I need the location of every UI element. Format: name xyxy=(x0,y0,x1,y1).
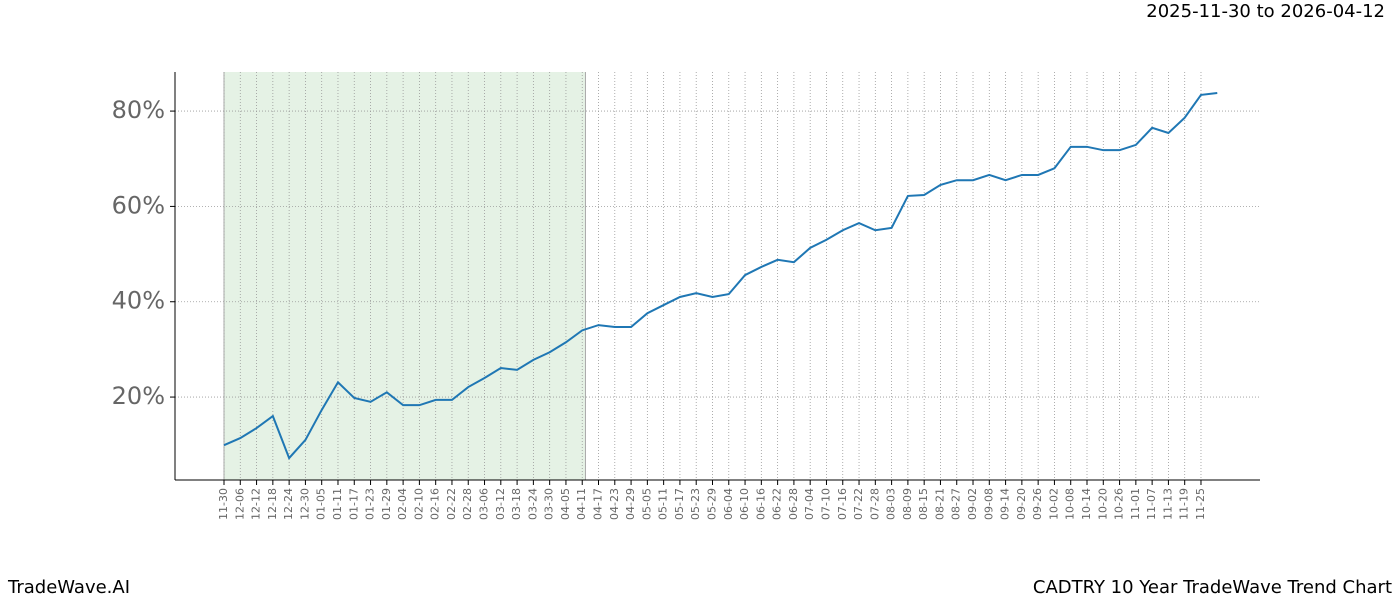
x-tick-label: 01-11 xyxy=(331,488,344,520)
x-tick-label: 02-10 xyxy=(412,488,425,520)
x-tick-label: 09-26 xyxy=(1031,488,1044,520)
x-tick-label: 03-06 xyxy=(478,488,491,520)
highlight-region xyxy=(224,72,586,480)
x-tick-label: 07-28 xyxy=(868,488,881,520)
x-tick-label: 01-17 xyxy=(347,488,360,520)
x-tick-label: 07-04 xyxy=(803,488,816,520)
chart-title: 2025-11-30 to 2026-04-12 xyxy=(1146,1,1385,22)
x-tick-label: 01-29 xyxy=(380,488,393,520)
x-tick-label: 04-17 xyxy=(592,488,605,520)
y-tick-label: 20% xyxy=(112,382,165,410)
x-tick-label: 01-05 xyxy=(315,488,328,520)
x-tick-label: 08-15 xyxy=(917,488,930,520)
x-tick-label: 11-13 xyxy=(1161,488,1174,520)
x-tick-label: 12-24 xyxy=(282,488,295,520)
x-tick-label: 04-29 xyxy=(624,488,637,520)
x-tick-label: 05-23 xyxy=(689,488,702,520)
x-tick-label: 10-26 xyxy=(1113,488,1126,520)
x-tick-label: 03-12 xyxy=(494,488,507,520)
x-tick-label: 02-04 xyxy=(396,488,409,520)
x-tick-label: 11-19 xyxy=(1178,488,1191,520)
x-tick-label: 03-18 xyxy=(510,488,523,520)
x-tick-label: 05-11 xyxy=(657,488,670,520)
x-tick-label: 11-25 xyxy=(1194,488,1207,520)
x-tick-label: 12-30 xyxy=(298,488,311,520)
x-tick-label: 04-23 xyxy=(608,488,621,520)
x-tick-label: 10-14 xyxy=(1080,488,1093,520)
x-tick-label: 06-10 xyxy=(738,488,751,520)
x-tick-label: 11-30 xyxy=(217,488,230,520)
x-tick-label: 10-08 xyxy=(1064,488,1077,520)
x-tick-label: 06-16 xyxy=(754,488,767,520)
x-tick-label: 09-08 xyxy=(982,488,995,520)
x-tick-label: 08-21 xyxy=(933,488,946,520)
x-tick-label: 07-16 xyxy=(836,488,849,520)
x-tick-label: 10-02 xyxy=(1047,488,1060,520)
x-tick-label: 07-22 xyxy=(852,488,865,520)
x-tick-label: 05-29 xyxy=(705,488,718,520)
x-tick-label: 06-22 xyxy=(771,488,784,520)
x-tick-label: 08-09 xyxy=(901,488,914,520)
x-tick-label: 12-18 xyxy=(266,488,279,520)
x-tick-label: 10-20 xyxy=(1096,488,1109,520)
x-tick-label: 06-28 xyxy=(787,488,800,520)
x-tick-label: 11-01 xyxy=(1129,488,1142,520)
x-tick-label: 12-06 xyxy=(233,488,246,520)
x-tick-label: 03-30 xyxy=(543,488,556,520)
x-tick-label: 09-02 xyxy=(966,488,979,520)
y-tick-label: 40% xyxy=(112,287,165,315)
y-tick-label: 80% xyxy=(112,96,165,124)
x-tick-label: 04-11 xyxy=(575,488,588,520)
x-tick-label: 08-03 xyxy=(885,488,898,520)
x-tick-label: 04-05 xyxy=(559,488,572,520)
x-tick-label: 02-22 xyxy=(445,488,458,520)
x-tick-label: 02-16 xyxy=(429,488,442,520)
footer-left: TradeWave.AI xyxy=(7,577,130,598)
x-tick-label: 09-14 xyxy=(999,488,1012,520)
x-tick-label: 09-20 xyxy=(1015,488,1028,520)
x-tick-label: 02-28 xyxy=(461,488,474,520)
x-tick-label: 03-24 xyxy=(526,488,539,520)
footer-right: CADTRY 10 Year TradeWave Trend Chart xyxy=(1033,577,1392,598)
x-tick-label: 05-17 xyxy=(673,488,686,520)
x-tick-label: 01-23 xyxy=(364,488,377,520)
trend-line xyxy=(223,91,1218,460)
x-tick-label: 11-07 xyxy=(1145,488,1158,520)
x-tick-label: 05-05 xyxy=(640,488,653,520)
x-tick-label: 06-04 xyxy=(722,488,735,520)
x-tick-label: 12-12 xyxy=(250,488,263,520)
x-tick-label: 08-27 xyxy=(950,488,963,520)
y-tick-label: 60% xyxy=(112,191,165,219)
x-tick-label: 07-10 xyxy=(819,488,832,520)
